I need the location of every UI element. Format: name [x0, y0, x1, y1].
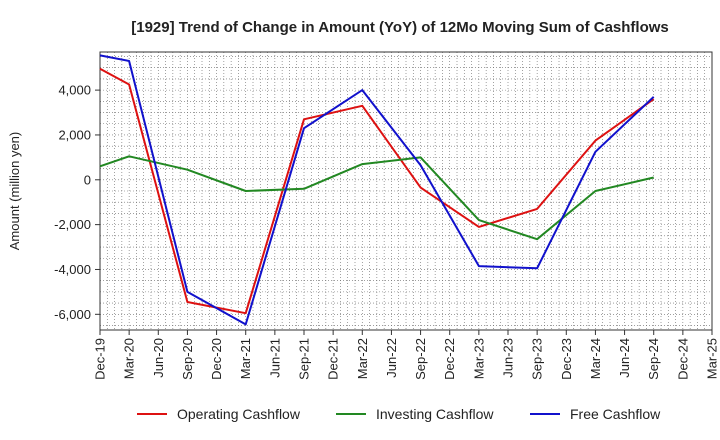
legend-label: Free Cashflow: [570, 406, 661, 422]
legend-label: Investing Cashflow: [376, 406, 494, 422]
x-tick-label: Dec-24: [675, 338, 690, 380]
x-tick-label: Dec-23: [559, 338, 574, 380]
x-tick-label: Mar-24: [588, 338, 603, 379]
x-tick-label: Jun-23: [501, 338, 516, 378]
x-tick-label: Mar-23: [471, 338, 486, 379]
series-line-investing-cashflow: [99, 155, 654, 241]
x-tick-label: Jun-21: [267, 338, 282, 378]
x-tick-label: Sep-24: [646, 338, 661, 380]
y-tick-label: -6,000: [54, 307, 91, 322]
axes: -6,000 -4,000 -2,000 0 2,000 4,000 Dec-19 Mar-2…: [54, 51, 720, 380]
y-tick-label: -2,000: [54, 217, 91, 232]
y-axis-title: Amount (million yen): [7, 132, 22, 251]
x-tick-label: Sep-22: [413, 338, 428, 380]
y-tick-label: -4,000: [54, 262, 91, 277]
y-tick-label: 4,000: [58, 83, 91, 98]
x-tick-label: Dec-19: [93, 338, 108, 380]
x-tick-label: Jun-22: [384, 338, 399, 378]
grid: [99, 52, 712, 330]
x-tick-label: Mar-21: [238, 338, 253, 379]
series-lines: [99, 54, 655, 326]
x-tick-label: Sep-21: [297, 338, 312, 380]
x-tick-label: Mar-22: [355, 338, 370, 379]
x-tick-label: Dec-22: [442, 338, 457, 380]
legend-label: Operating Cashflow: [177, 406, 301, 422]
chart-title: [1929] Trend of Change in Amount (YoY) o…: [131, 19, 669, 36]
plot-frame: [99, 51, 713, 331]
x-tick-label: Mar-20: [122, 338, 137, 379]
x-tick-label: Jun-20: [151, 338, 166, 378]
series-line-free-cashflow: [99, 54, 655, 326]
x-tick-label: Jun-24: [617, 338, 632, 378]
x-tick-label: Mar-25: [705, 338, 720, 379]
x-tick-label: Dec-21: [326, 338, 341, 380]
legend: Operating Cashflow Investing Cashflow Free…: [137, 406, 661, 422]
x-tick-label: Sep-23: [530, 338, 545, 380]
y-tick-label: 0: [84, 172, 91, 187]
x-tick-label: Sep-20: [180, 338, 195, 380]
x-tick-label: Dec-20: [209, 338, 224, 380]
y-tick-label: 2,000: [58, 127, 91, 142]
series-line-operating-cashflow: [99, 67, 655, 315]
